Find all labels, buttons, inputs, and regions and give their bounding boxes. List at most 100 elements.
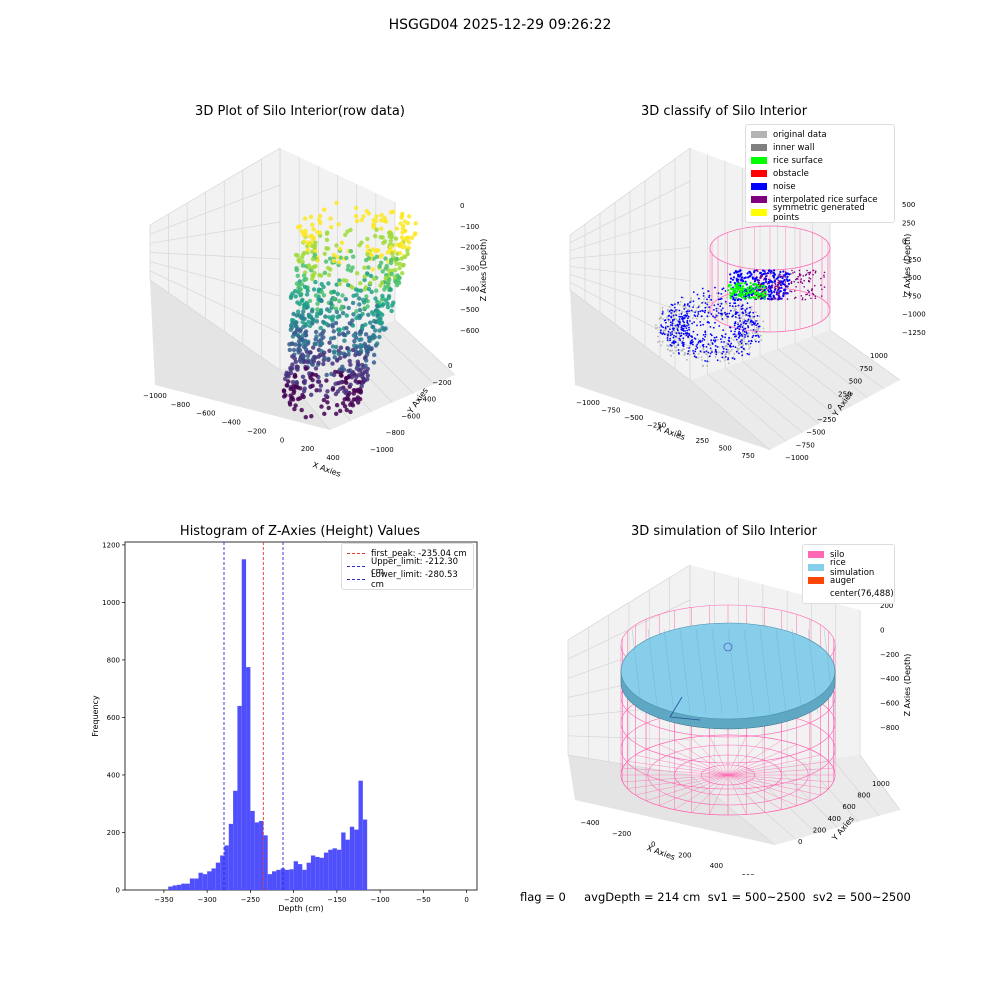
p2-original-point <box>681 348 684 350</box>
p2-noise-point <box>701 344 704 347</box>
p1-point <box>326 356 331 362</box>
p1-point <box>403 244 408 250</box>
p2-rice-point <box>740 289 743 292</box>
p1-point <box>337 327 342 332</box>
p1-point <box>331 258 337 264</box>
p2-interp-point <box>766 275 768 277</box>
silo-floor-spoke <box>727 774 829 789</box>
p2-y-tick-4: 0 <box>828 403 832 411</box>
p2-noise-point <box>676 328 679 330</box>
p2-interp-point <box>782 274 784 276</box>
p2-noise-point <box>661 312 664 315</box>
p2-rice-point <box>753 297 756 300</box>
p2-noise-point <box>669 328 671 331</box>
p2-noise-point <box>663 333 666 336</box>
p1-point <box>322 207 327 212</box>
p1-point <box>348 249 354 254</box>
p2-noise-point <box>706 360 709 363</box>
p1-point <box>303 276 309 282</box>
p2-original-point <box>724 359 726 362</box>
p2-noise-point <box>727 357 730 359</box>
hist-bar <box>345 839 350 890</box>
p2-noise-point <box>693 314 696 316</box>
p1-y-tick-2: −400 <box>417 396 436 404</box>
p2-noise-point <box>739 332 742 335</box>
hist-bar <box>202 874 208 890</box>
p2-rice-point <box>757 287 760 290</box>
p2-noise-point <box>738 317 741 319</box>
p2-interp-point <box>795 278 797 281</box>
p2-rice-point <box>734 291 737 294</box>
p2-interp-point <box>793 280 795 283</box>
p2-noise-point <box>669 339 671 342</box>
p2-interp-point <box>780 297 783 300</box>
raw-data-3d-plot: X Axies Y Axies Z Axies (Depth) −1000−80… <box>143 147 488 479</box>
p1-point <box>365 244 370 249</box>
p2-rice-point <box>745 291 748 295</box>
silo-floor-spoke <box>674 740 729 776</box>
p1-point <box>389 308 394 314</box>
p1-point <box>302 284 308 290</box>
p2-interp-point <box>780 284 783 287</box>
p1-point <box>337 281 343 287</box>
p2-original-point <box>688 345 691 347</box>
p2-noise-point <box>742 322 745 324</box>
p2-noise-point <box>683 317 686 319</box>
p2-original-point <box>703 318 706 320</box>
p2-interp-point <box>812 292 814 295</box>
p2-noise-point <box>786 275 789 278</box>
p1-point <box>298 293 303 298</box>
p1-point <box>346 368 351 374</box>
silo-floor-spoke <box>727 774 834 783</box>
p1-point <box>337 298 342 304</box>
p1-point <box>340 310 346 316</box>
p2-noise-point <box>737 304 740 307</box>
p2-gridline <box>742 360 819 425</box>
p2-noise-point <box>738 275 741 278</box>
legend-item-inner-wall: inner wall <box>751 141 889 154</box>
hist-ytick-0: 0 <box>116 887 120 895</box>
p1-point <box>373 296 378 301</box>
p2-original-point <box>748 352 751 354</box>
p2-noise-point <box>782 270 785 273</box>
p2-noise-point <box>712 326 715 329</box>
p2-interp-point <box>779 280 781 283</box>
p4-y-tick-3: 600 <box>842 803 855 811</box>
rice-mesh-line <box>631 628 643 714</box>
p2-noise-point <box>685 327 688 329</box>
p2-original-point <box>714 318 717 321</box>
p2-interp-point <box>776 290 778 292</box>
p2-noise-point <box>734 330 736 333</box>
p1-point <box>332 355 337 360</box>
hist-bar <box>319 857 324 890</box>
p2-noise-point <box>680 332 683 334</box>
p2-original-point <box>707 301 709 304</box>
p2-interp-point <box>805 273 808 276</box>
p2-noise-point <box>721 346 724 348</box>
p2-noise-point <box>706 321 709 324</box>
p1-point <box>368 280 373 286</box>
p2-noise-point <box>741 304 744 307</box>
p2-rice-point <box>732 287 735 290</box>
p2-noise-point <box>689 320 691 322</box>
p2-interp-point <box>799 274 802 276</box>
p2-x-tick-4: 0 <box>677 429 681 437</box>
p2-noise-point <box>669 337 671 340</box>
p2-noise-point <box>786 279 789 282</box>
p4-gridline <box>859 754 901 811</box>
p1-point <box>366 286 372 292</box>
p2-original-point <box>677 342 680 345</box>
p2-noise-point <box>690 309 693 312</box>
p2-noise-point <box>730 330 732 333</box>
p2-noise-point <box>773 273 777 276</box>
p2-original-point <box>731 348 733 351</box>
p1-point <box>323 393 329 398</box>
p2-noise-point <box>710 334 713 337</box>
p2-original-point <box>758 315 761 318</box>
p2-noise-point <box>755 276 758 279</box>
p2-noise-point <box>673 306 676 309</box>
p1-point <box>361 376 366 381</box>
hist-xtick-4: −150 <box>327 896 346 904</box>
p1-point <box>335 389 341 394</box>
silo-floor-spoke <box>645 774 729 801</box>
